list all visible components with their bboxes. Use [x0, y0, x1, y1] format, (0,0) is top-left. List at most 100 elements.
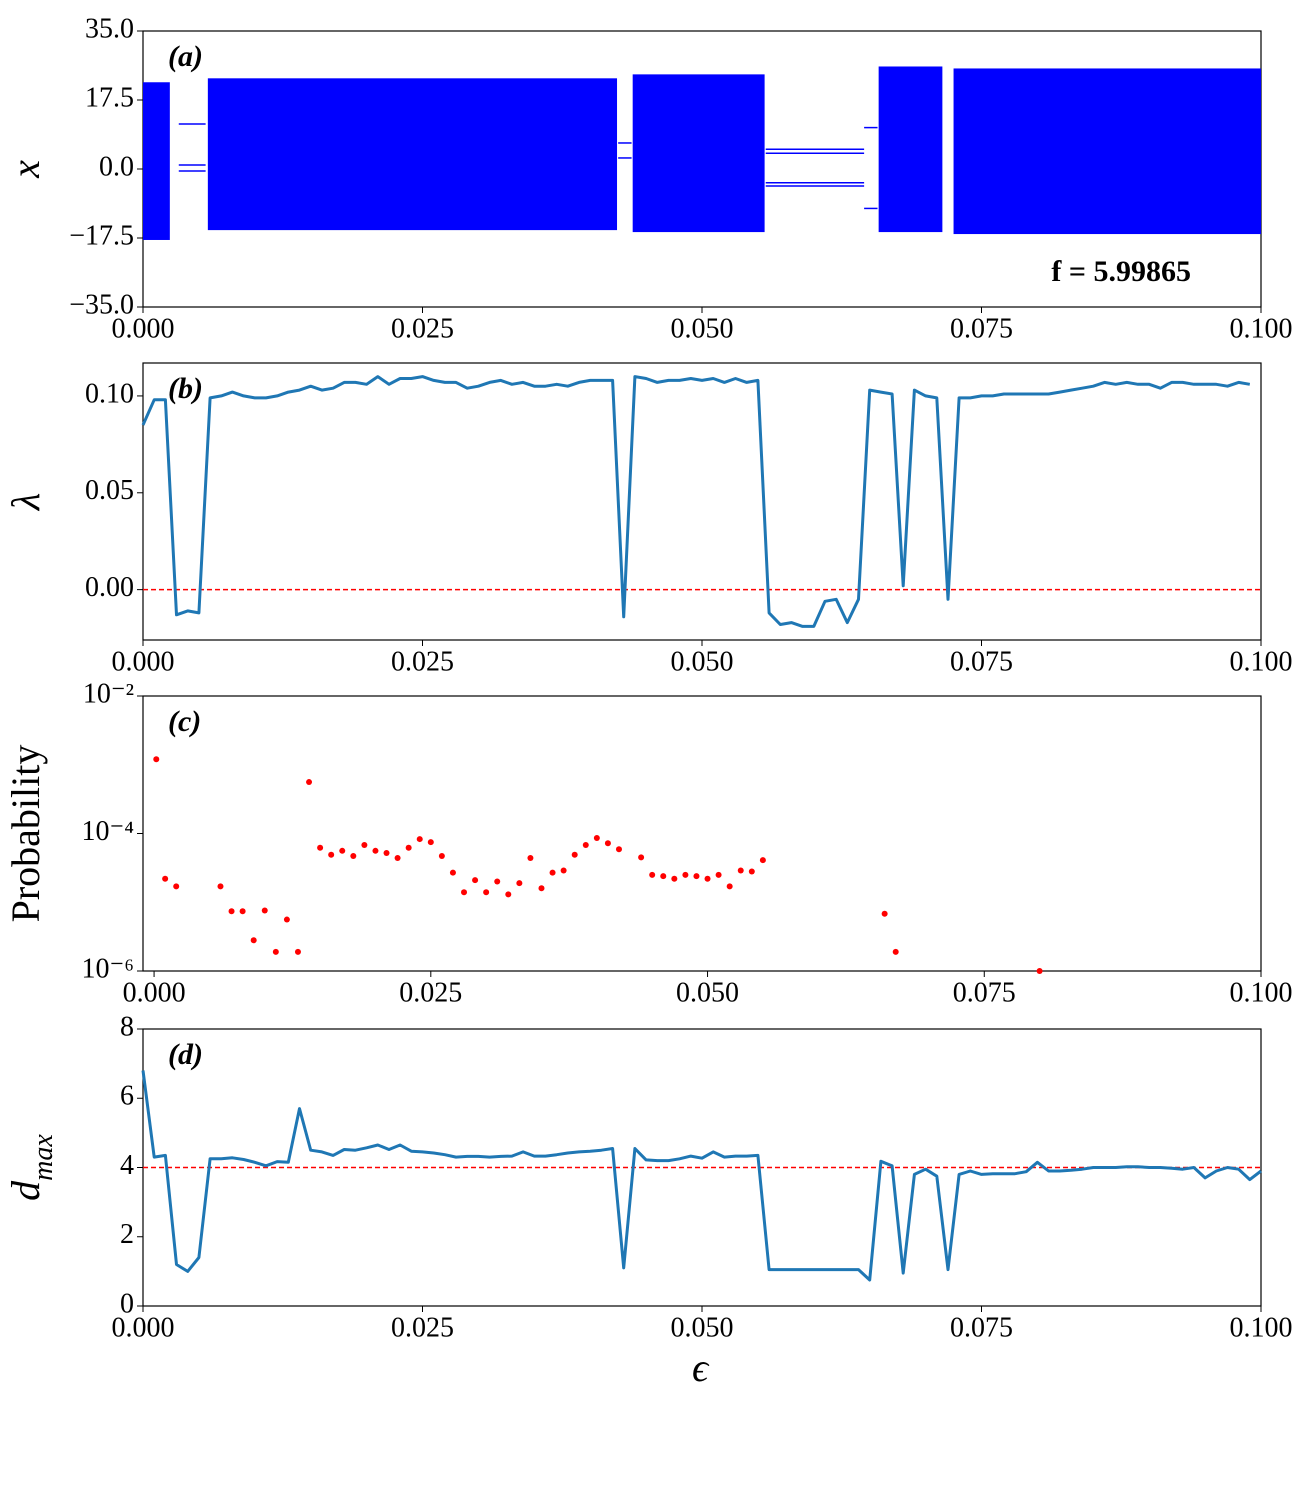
panel-label: (d): [168, 1038, 203, 1071]
x-tick-label: 0.000: [112, 313, 175, 344]
data-point: [372, 847, 379, 854]
y-tick-label: 0.00: [85, 572, 134, 603]
data-point: [283, 916, 290, 923]
y-tick-label: 0.05: [85, 475, 134, 506]
y-tick-label: 2: [120, 1219, 134, 1250]
data-point: [737, 867, 744, 874]
data-point: [306, 779, 313, 786]
data-point: [571, 851, 578, 858]
data-point: [560, 867, 567, 874]
data-point: [405, 844, 412, 851]
data-point: [527, 855, 534, 862]
x-tick-label: 0.075: [953, 977, 1016, 1008]
chaotic-band: [953, 68, 1261, 235]
data-line: [141, 1070, 1262, 1282]
data-point: [682, 871, 689, 878]
chaotic-band: [143, 82, 170, 240]
x-tick-label: 0.100: [1230, 1312, 1293, 1343]
data-point: [671, 875, 678, 882]
data-point: [461, 889, 468, 896]
y-tick-label: 35.0: [85, 13, 134, 44]
y-tick-label: 0: [120, 1288, 134, 1319]
panel-label: (b): [168, 372, 203, 405]
data-point: [383, 850, 390, 857]
x-tick-label: 0.100: [1230, 646, 1293, 677]
data-point: [538, 885, 545, 892]
plot-frame: [142, 362, 1262, 641]
x-tick-label: 0.025: [391, 1312, 454, 1343]
y-tick-label: 8: [120, 1011, 134, 1042]
data-point: [494, 878, 501, 885]
chaotic-band: [878, 66, 943, 233]
y-tick-label: −17.5: [69, 220, 134, 251]
data-point: [582, 842, 589, 849]
y-tick-label: 10⁻⁶: [81, 953, 134, 984]
x-tick-label: 0.050: [671, 646, 734, 677]
data-point: [892, 948, 899, 955]
x-tick-label: 0.025: [391, 646, 454, 677]
y-tick-label: 10⁻⁴: [81, 816, 134, 847]
data-point: [449, 869, 456, 876]
y-axis-label-main: λ: [3, 493, 48, 511]
data-point: [483, 889, 490, 896]
y-tick-label: 10⁻²: [83, 678, 134, 709]
x-tick-label: 0.050: [671, 1312, 734, 1343]
data-point: [748, 868, 755, 875]
y-tick-label: 0.10: [85, 378, 134, 409]
y-axis-label-sub: max: [28, 1134, 59, 1181]
x-tick-label: 0.000: [123, 977, 186, 1008]
x-tick-label: 0.075: [950, 646, 1013, 677]
data-point: [593, 835, 600, 842]
chaotic-band: [632, 74, 765, 233]
data-point: [660, 873, 667, 880]
panel-label: (c): [168, 705, 201, 738]
data-point: [317, 844, 324, 851]
y-tick-label: 6: [120, 1081, 134, 1112]
panel: 0.000 0.025 0.050 0.075 0.100 0.10 0.05 0.00 λ (b…: [3, 362, 1293, 677]
panel: 0.000 0.025 0.050 0.075 0.100 35.0 17.5 0.0 −17.…: [3, 13, 1292, 344]
data-point: [649, 871, 656, 878]
plot-frame: [142, 695, 1262, 972]
data-point: [881, 910, 888, 917]
x-tick-label: 0.075: [950, 1312, 1013, 1343]
y-tick-label: −35.0: [69, 289, 134, 320]
data-point: [427, 839, 434, 846]
y-tick-label: 17.5: [85, 82, 134, 113]
annotation: f = 5.99865: [1051, 255, 1191, 288]
x-tick-label: 0.000: [112, 646, 175, 677]
data-point: [604, 840, 611, 847]
data-point: [217, 883, 224, 890]
data-point: [394, 855, 401, 862]
data-point: [726, 883, 733, 890]
x-tick-label: 0.025: [399, 977, 462, 1008]
x-tick-label: 0.025: [391, 313, 454, 344]
data-point: [173, 883, 180, 890]
data-point: [250, 937, 257, 944]
chaotic-band: [207, 78, 618, 231]
panel: 0.000 0.025 0.050 0.075 0.100 0 2 4 6 8 dmax (d) ϵ: [3, 1011, 1292, 1390]
y-axis-label: x: [3, 160, 48, 179]
data-point: [704, 875, 711, 882]
data-point: [759, 857, 766, 864]
x-tick-label: 0.075: [950, 313, 1013, 344]
y-tick-label: 0.0: [99, 151, 134, 182]
y-tick-label: 4: [120, 1150, 134, 1181]
panel: 0.000 0.025 0.050 0.075 0.100 10⁻² 10⁻⁴ 10⁻⁶ Pro…: [3, 678, 1292, 1008]
data-point: [153, 756, 160, 763]
y-axis-label: Probability: [3, 745, 48, 923]
y-axis-label: dmax: [3, 1134, 59, 1201]
data-point: [261, 907, 268, 914]
x-tick-label: 0.050: [676, 977, 739, 1008]
data-point: [638, 854, 645, 861]
y-axis-label: λ: [3, 493, 48, 511]
data-point: [328, 851, 335, 858]
x-tick-label: 0.100: [1230, 977, 1293, 1008]
data-point: [516, 880, 523, 887]
y-axis-label-main: Probability: [3, 745, 48, 923]
data-point: [693, 873, 700, 880]
data-line: [141, 375, 1251, 628]
data-point: [294, 948, 301, 955]
data-point: [715, 871, 722, 878]
x-tick-label: 0.100: [1230, 313, 1293, 344]
data-point: [472, 877, 479, 884]
